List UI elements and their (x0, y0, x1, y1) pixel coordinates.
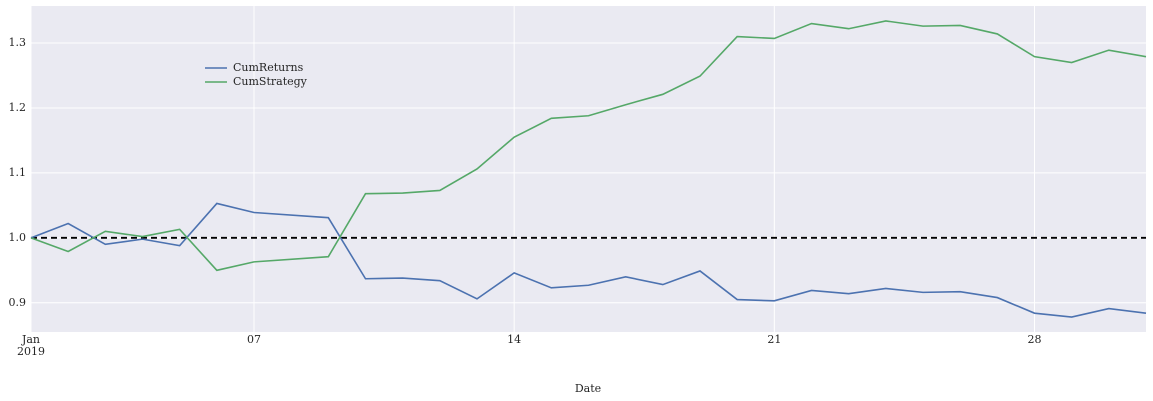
y-tick-label: 1.3 (9, 36, 27, 49)
x-tick-label: Jan 2019 (17, 333, 45, 358)
x-tick-label: 28 (1027, 333, 1042, 346)
x-tick-label: 21 (767, 333, 782, 346)
x-tick-label: 07 (247, 333, 261, 346)
legend-label: CumReturns (233, 61, 304, 74)
x-tick-label: 14 (507, 333, 522, 346)
y-tick-label: 1.1 (9, 166, 27, 179)
legend-label: CumStrategy (233, 75, 308, 88)
line-series (30, 20, 1147, 272)
y-tick-label: 1.0 (9, 231, 27, 244)
y-tick-label: 0.9 (9, 296, 27, 309)
y-tick-label: 1.2 (9, 101, 27, 114)
plot-area (31, 6, 1146, 332)
line-series (30, 202, 1147, 318)
x-axis-label: Date (575, 382, 601, 395)
